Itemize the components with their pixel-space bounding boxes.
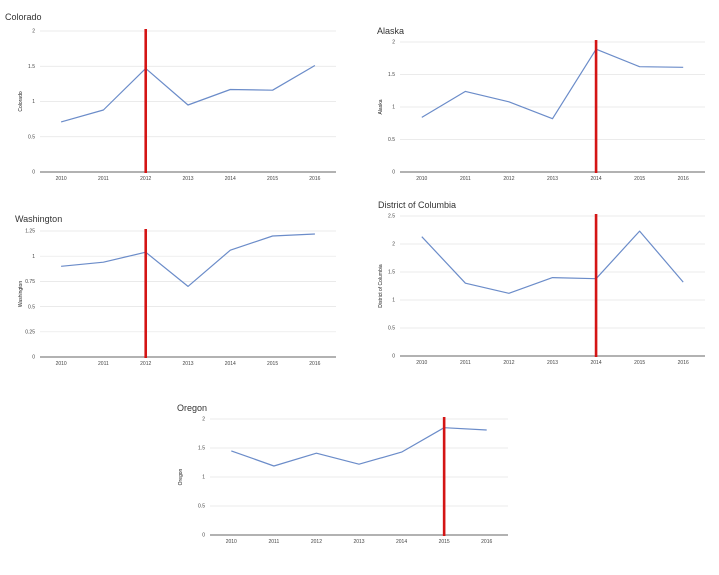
- series-line: [421, 48, 684, 120]
- y-tick-label: 1.5: [28, 64, 35, 70]
- y-tick-label: 1.5: [388, 72, 395, 78]
- y-tick-label: 1: [392, 105, 395, 111]
- x-tick-label: 2015: [267, 361, 278, 367]
- x-tick-label: 2013: [182, 361, 193, 367]
- x-tick-label: 2011: [98, 176, 109, 182]
- x-tick-label: 2012: [140, 176, 151, 182]
- y-tick-label: 1.25: [25, 229, 35, 235]
- x-tick-label: 2015: [267, 176, 278, 182]
- x-tick-label: 2016: [678, 176, 689, 182]
- y-tick-label: 2: [202, 417, 205, 423]
- y-tick-label: 1: [32, 99, 35, 105]
- x-tick-label: 2011: [268, 539, 279, 545]
- y-axis-label: Washington: [18, 281, 24, 307]
- y-axis-label: District of Columbia: [378, 264, 384, 308]
- x-tick-label: 2015: [634, 360, 645, 366]
- chart-svg: District of Columbia 0 0.5 1 1.5 2 2.5 2010 2011…: [378, 200, 705, 366]
- x-tick-label: 2014: [591, 176, 602, 182]
- x-tick-label: 2014: [225, 176, 236, 182]
- x-tick-label: 2014: [396, 539, 407, 545]
- x-tick-label: 2014: [591, 360, 602, 366]
- chart-svg: Colorado 0 0.5 1 1.5 2 2010 2011 2012 2013 2014 201…: [5, 12, 336, 182]
- y-tick-label: 0.75: [25, 279, 35, 285]
- x-tick-label: 2014: [225, 361, 236, 367]
- y-tick-label: 1.5: [198, 446, 205, 452]
- y-tick-label: 1.5: [388, 270, 395, 276]
- y-tick-label: 0.5: [28, 134, 35, 140]
- series-line: [61, 233, 315, 288]
- x-tick-label: 2010: [416, 176, 427, 182]
- x-tick-label: 2016: [309, 361, 320, 367]
- x-tick-label: 2012: [503, 176, 514, 182]
- x-tick-label: 2013: [547, 360, 558, 366]
- chart-alaska: Alaska 0 0.5 1 1.5 2 2010 2011 2012 2013 2014 2015 2…: [360, 0, 719, 190]
- x-tick-label: 2010: [56, 176, 67, 182]
- x-tick-label: 2016: [309, 176, 320, 182]
- y-tick-label: 0.25: [25, 330, 35, 336]
- x-tick-label: 2015: [634, 176, 645, 182]
- y-tick-label: 0: [32, 170, 35, 176]
- chart-title: Colorado: [5, 12, 42, 22]
- series-line: [421, 230, 684, 294]
- x-tick-label: 2013: [353, 539, 364, 545]
- y-axis-label: Colorado: [18, 91, 24, 112]
- y-axis-label: Alaska: [378, 99, 384, 114]
- x-tick-label: 2010: [226, 539, 237, 545]
- series-line: [60, 64, 316, 123]
- x-tick-label: 2012: [140, 361, 151, 367]
- x-tick-label: 2011: [460, 176, 471, 182]
- series-line: [231, 427, 487, 467]
- x-tick-label: 2013: [547, 176, 558, 182]
- x-tick-label: 2016: [481, 539, 492, 545]
- chart-title: District of Columbia: [378, 200, 456, 210]
- y-tick-label: 0: [392, 170, 395, 176]
- y-tick-label: 0.5: [28, 304, 35, 310]
- x-tick-label: 2011: [460, 360, 471, 366]
- chart-oregon: Oregon 0 0.5 1 1.5 2 2010 2011 2012 2013 2014 2015 2…: [160, 395, 560, 575]
- x-tick-label: 2012: [311, 539, 322, 545]
- x-tick-label: 2016: [678, 360, 689, 366]
- x-tick-label: 2010: [56, 361, 67, 367]
- x-tick-label: 2013: [182, 176, 193, 182]
- x-tick-label: 2011: [98, 361, 109, 367]
- y-tick-label: 0.5: [198, 504, 205, 510]
- chart-svg: Washington 0 0.25 0.5 0.75 1 1.25 2010 2011 2012 2…: [15, 214, 336, 367]
- y-tick-label: 0: [32, 355, 35, 361]
- x-tick-label: 2015: [439, 539, 450, 545]
- chart-washington: Washington 0 0.25 0.5 0.75 1 1.25 2010 2011 2012 2…: [0, 198, 345, 383]
- chart-district-of-columbia: District of Columbia 0 0.5 1 1.5 2 2.5 2010 2011…: [360, 192, 719, 383]
- y-tick-label: 1: [202, 475, 205, 481]
- chart-colorado: Colorado 0 0.5 1 1.5 2 2010 2011 2012 2013 2014 201…: [0, 0, 345, 190]
- y-tick-label: 1: [32, 254, 35, 260]
- y-axis-label: Oregon: [178, 468, 184, 485]
- y-tick-label: 2: [392, 242, 395, 248]
- y-tick-label: 2: [392, 40, 395, 46]
- chart-svg: Alaska 0 0.5 1 1.5 2 2010 2011 2012 2013 2014 2015 2…: [377, 26, 705, 182]
- y-tick-label: 0.5: [388, 326, 395, 332]
- y-tick-label: 2: [32, 29, 35, 35]
- x-tick-label: 2012: [503, 360, 514, 366]
- x-tick-label: 2010: [416, 360, 427, 366]
- chart-svg: Oregon 0 0.5 1 1.5 2 2010 2011 2012 2013 2014 2015 2…: [177, 403, 508, 545]
- chart-title: Washington: [15, 214, 62, 224]
- y-tick-label: 0: [392, 354, 395, 360]
- y-tick-label: 0.5: [388, 137, 395, 143]
- y-tick-label: 1: [392, 298, 395, 304]
- chart-title: Oregon: [177, 403, 207, 413]
- y-tick-label: 2.5: [388, 214, 395, 220]
- chart-title: Alaska: [377, 26, 404, 36]
- y-tick-label: 0: [202, 533, 205, 539]
